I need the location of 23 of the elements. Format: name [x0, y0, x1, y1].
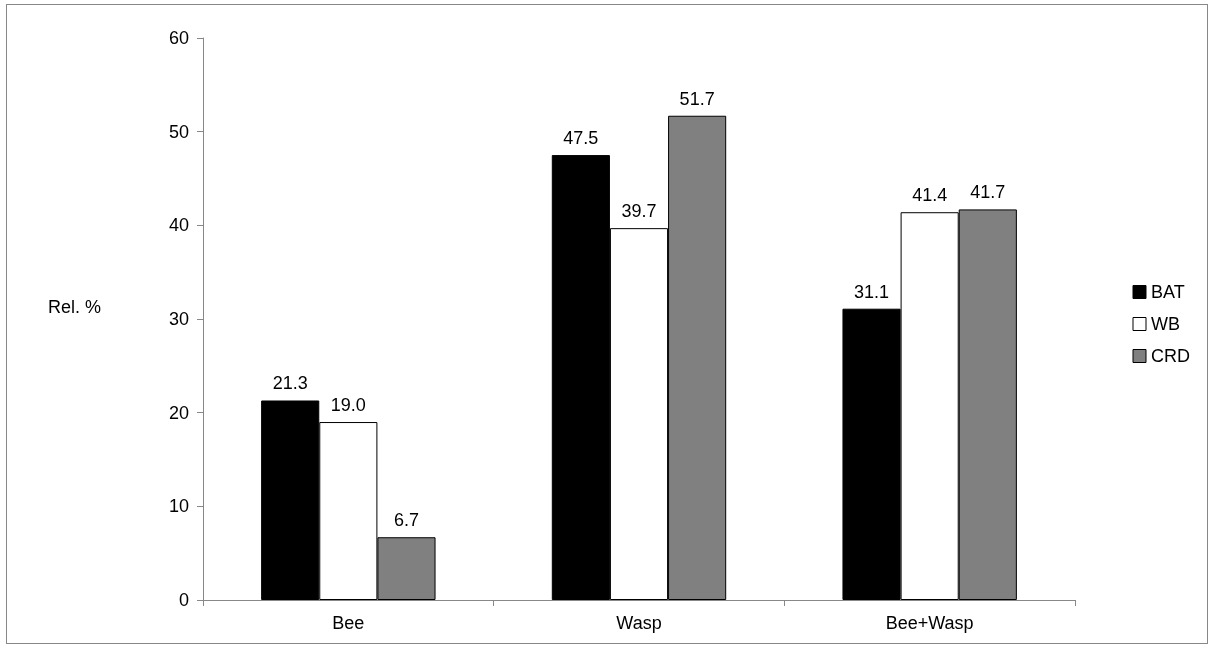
x-tick-label: Wasp [616, 613, 662, 633]
y-tick-label: 30 [168, 309, 189, 329]
data-label: 47.5 [563, 128, 599, 149]
data-label: 51.7 [679, 88, 715, 109]
x-tick-label: Bee+Wasp [885, 613, 974, 633]
y-tick-label: 60 [168, 28, 189, 48]
x-tick-label: Bee [332, 613, 365, 633]
y-axis-title: Rel. % [48, 297, 102, 317]
y-tick-label: 50 [168, 121, 189, 142]
y-tick-label: 0 [178, 590, 189, 610]
data-label: 41.7 [970, 182, 1006, 203]
data-label: 19.0 [330, 395, 366, 416]
data-label: 39.7 [621, 201, 657, 222]
y-tick-label: 40 [168, 215, 189, 236]
data-label: 21.3 [272, 373, 308, 394]
data-label: 6.7 [393, 510, 419, 531]
data-label: 31.1 [854, 281, 890, 302]
legend-label: BAT [1151, 282, 1185, 302]
data-label: 41.4 [912, 185, 948, 206]
y-tick-label: 20 [168, 402, 189, 423]
y-tick-label: 10 [168, 496, 189, 517]
legend-label: WB [1151, 314, 1180, 334]
legend-label: CRD [1151, 346, 1190, 366]
